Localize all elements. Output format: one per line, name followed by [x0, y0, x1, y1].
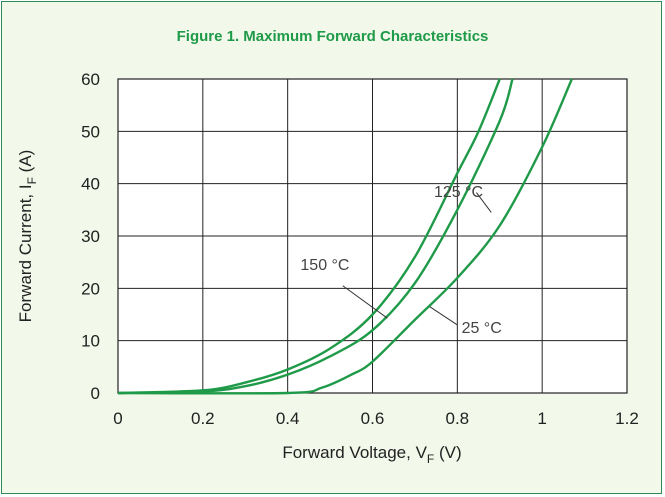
x-tick-label: 0.2 — [191, 409, 215, 428]
series-line-2 — [117, 78, 514, 395]
annotation-group: 125 °C 150 °C 25 °C — [300, 184, 501, 337]
x-axis-label: Forward Voltage, VF (V) — [282, 443, 461, 466]
annotation-leader-3 — [429, 306, 458, 326]
x-tick-label: 1 — [537, 409, 546, 428]
annotation-label-3: 25 °C — [462, 320, 502, 337]
y-tick-label: 50 — [81, 122, 100, 141]
series-line-1 — [117, 78, 501, 395]
tick-label-group: 0 0.2 0.4 0.6 0.8 1 1.2 0 10 20 30 40 50 60 — [81, 70, 639, 428]
grid-lines — [118, 79, 627, 393]
chart-title: Figure 1. Maximum Forward Characteristic… — [176, 28, 489, 45]
y-axis-label: Forward Current, IF (A) — [16, 150, 39, 323]
y-tick-label: 60 — [81, 70, 100, 89]
series-line-3 — [117, 78, 573, 395]
x-tick-label: 0 — [113, 409, 122, 428]
series-group — [117, 78, 573, 395]
x-tick-label: 0.4 — [276, 409, 300, 428]
x-tick-label: 1.2 — [615, 409, 639, 428]
x-tick-label: 0.6 — [361, 409, 385, 428]
annotation-leader-2 — [342, 285, 388, 319]
y-tick-label: 0 — [91, 384, 100, 403]
y-tick-label: 20 — [81, 279, 100, 298]
y-tick-label: 30 — [81, 227, 100, 246]
annotation-label-2: 150 °C — [300, 257, 349, 274]
x-tick-label: 0.8 — [446, 409, 470, 428]
annotation-label-1: 125 °C — [434, 184, 483, 201]
plot-border — [117, 78, 628, 394]
y-tick-label: 10 — [81, 332, 100, 351]
y-tick-label: 40 — [81, 175, 100, 194]
annotation-leader-1 — [476, 192, 492, 213]
